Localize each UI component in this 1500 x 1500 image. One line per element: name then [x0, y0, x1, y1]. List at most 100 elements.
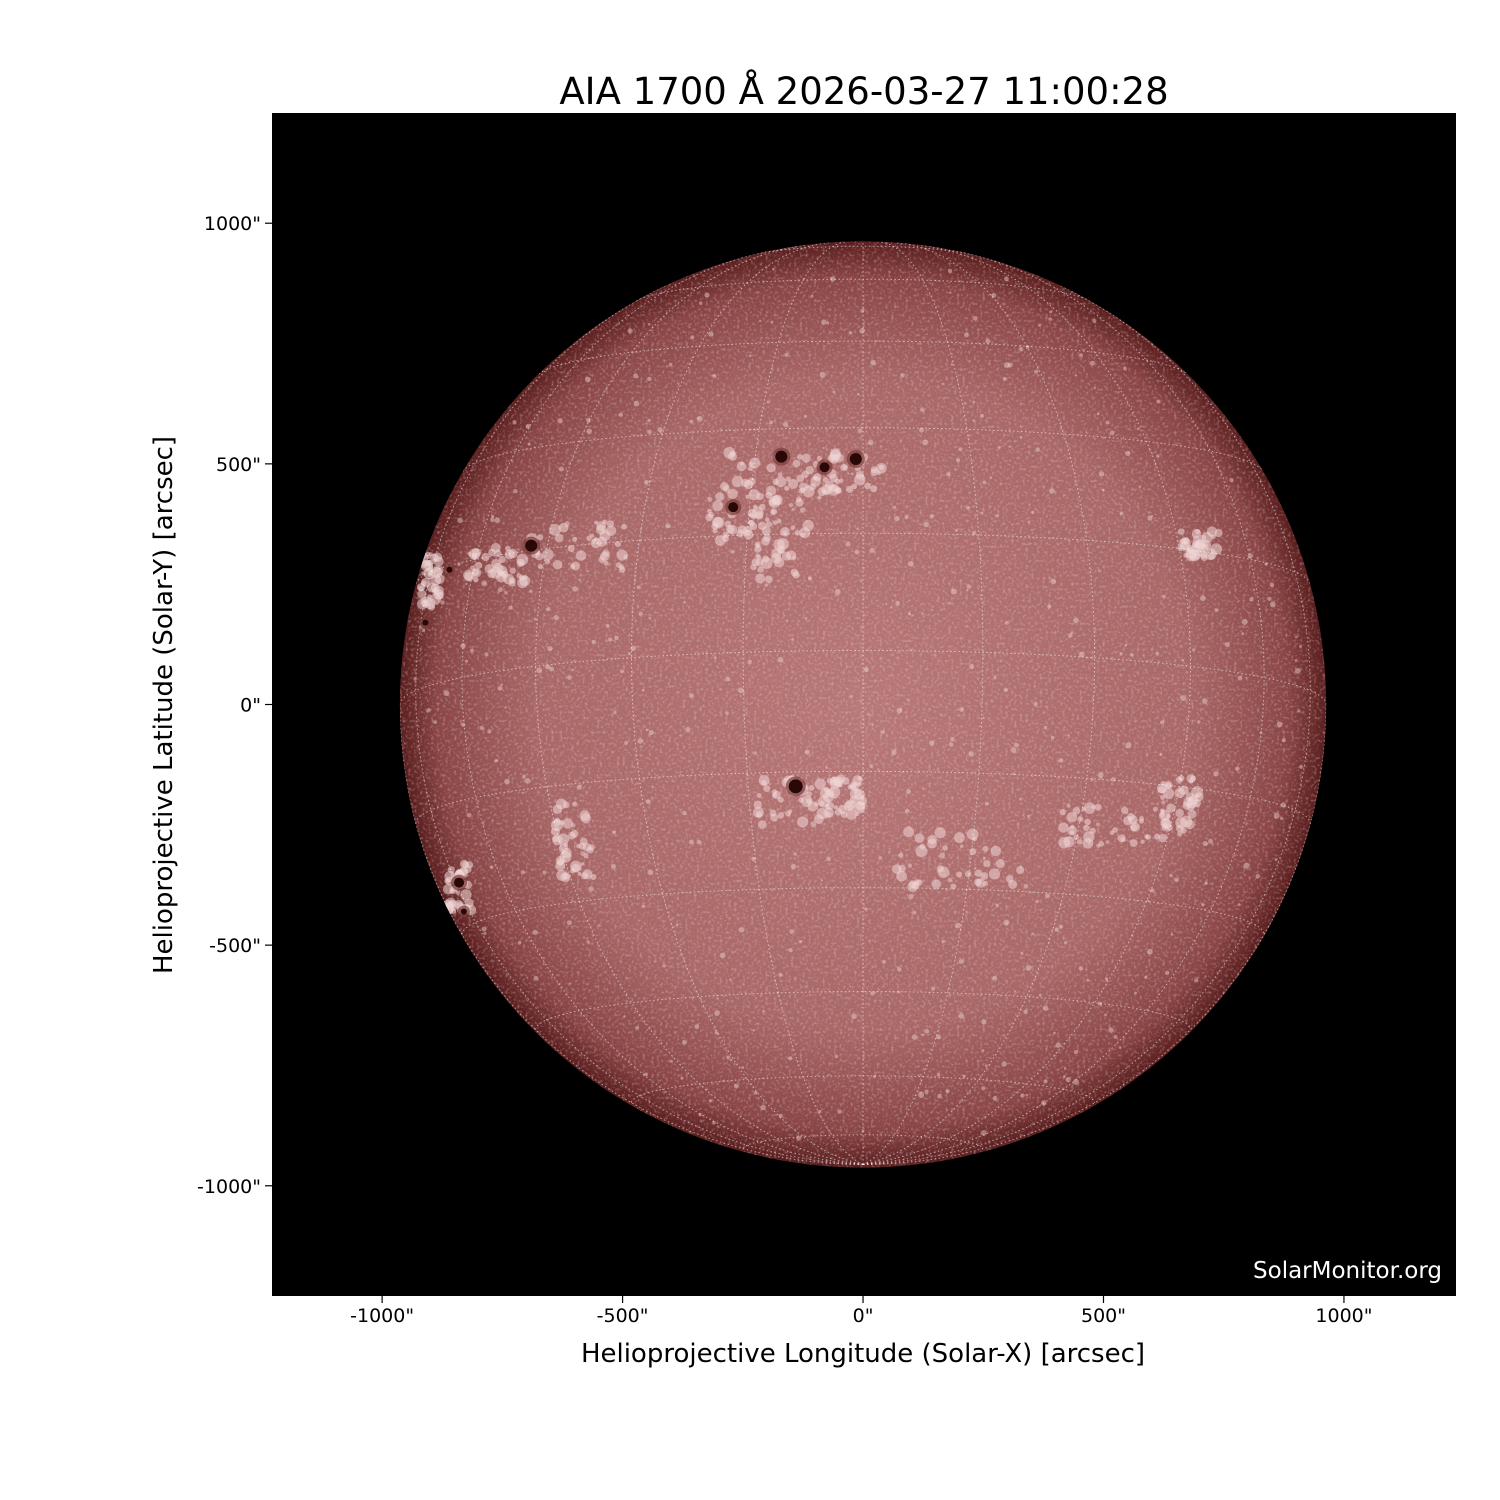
network-bright-point: [1004, 276, 1009, 282]
plage-patch: [509, 567, 516, 574]
network-bright-point: [504, 590, 508, 595]
network-bright-point: [995, 904, 999, 908]
network-bright-point: [803, 414, 808, 418]
plage-patch: [557, 833, 570, 845]
network-bright-point: [1097, 1001, 1103, 1006]
plage-patch: [727, 488, 738, 500]
network-bright-point: [1213, 770, 1219, 777]
plage-patch: [964, 870, 972, 878]
network-bright-point: [782, 530, 788, 536]
plage-patch: [826, 801, 835, 810]
network-bright-point: [748, 354, 752, 358]
network-bright-point: [1146, 753, 1149, 756]
network-bright-point: [1136, 427, 1140, 430]
network-bright-point: [1027, 520, 1030, 524]
network-bright-point: [941, 939, 946, 944]
network-bright-point: [767, 400, 770, 404]
network-bright-point: [979, 413, 984, 418]
plage-patch: [1082, 837, 1094, 849]
network-bright-point: [729, 1058, 733, 1062]
network-bright-point: [1063, 941, 1068, 945]
plage-patch: [736, 461, 747, 472]
plage-patch: [580, 813, 591, 824]
network-bright-point: [870, 991, 875, 996]
network-bright-point: [946, 472, 951, 477]
plage-patch: [771, 495, 782, 506]
network-bright-point: [960, 844, 964, 848]
network-bright-point: [753, 751, 757, 755]
plage-patch: [1063, 836, 1075, 848]
plage-patch: [775, 476, 787, 488]
network-bright-point: [972, 530, 976, 535]
network-bright-point: [870, 359, 877, 366]
network-bright-point: [494, 759, 499, 763]
plage-patch: [754, 545, 762, 553]
sunspots: [419, 447, 865, 918]
network-bright-point: [726, 1055, 731, 1060]
network-bright-point: [907, 612, 911, 616]
network-bright-point: [924, 1029, 930, 1034]
network-bright-point: [1004, 620, 1009, 625]
network-bright-point: [1047, 402, 1051, 405]
network-bright-point: [1068, 633, 1073, 638]
network-bright-point: [1025, 1093, 1029, 1097]
plage-patch: [785, 810, 792, 817]
network-bright-point: [826, 856, 831, 862]
network-bright-point: [544, 664, 550, 670]
network-bright-point: [542, 870, 547, 875]
network-bright-point: [847, 472, 850, 475]
network-bright-point: [1104, 1013, 1107, 1017]
plage-patch: [423, 567, 436, 580]
network-bright-point: [567, 675, 572, 680]
plage-patch: [1193, 541, 1201, 549]
network-bright-point: [1130, 652, 1134, 657]
plage-patch: [870, 466, 878, 474]
network-bright-point: [682, 1039, 687, 1045]
network-bright-point: [989, 476, 993, 480]
plage-patch: [1180, 538, 1188, 545]
network-bright-point: [1073, 1049, 1079, 1055]
network-bright-point: [497, 685, 503, 691]
plage-patch: [570, 868, 576, 874]
network-bright-point: [1269, 601, 1276, 608]
network-bright-point: [578, 578, 581, 581]
plage-patch: [780, 527, 790, 537]
network-bright-point: [598, 924, 601, 927]
x-tick-label: -1000": [350, 1305, 414, 1327]
network-bright-point: [712, 1121, 716, 1125]
plage-patch: [500, 570, 509, 579]
plage-patch: [1158, 833, 1167, 843]
network-bright-point: [1152, 806, 1158, 812]
plage-patch: [777, 812, 785, 819]
network-bright-point: [758, 319, 762, 322]
plage-patch: [790, 525, 796, 531]
grid-line: [862, 241, 984, 1165]
plage-patch: [1192, 798, 1202, 808]
plage-patch: [623, 554, 628, 560]
plage-patch: [1117, 834, 1126, 843]
plage-patch: [764, 517, 770, 522]
plage-patch: [781, 551, 792, 561]
network-bright-point: [1078, 965, 1083, 971]
network-bright-point: [837, 1109, 842, 1114]
plage-patch: [843, 800, 854, 812]
plage-patch: [1066, 811, 1078, 823]
plage-patch: [568, 831, 576, 840]
plage-patch: [1156, 783, 1167, 794]
network-bright-point: [1025, 964, 1032, 971]
network-bright-point: [958, 447, 963, 452]
plage-patch: [743, 479, 754, 490]
network-bright-point: [1146, 948, 1153, 955]
network-bright-point: [500, 683, 504, 686]
plage-patch: [766, 463, 776, 473]
network-bright-point: [738, 687, 744, 694]
plage-patch: [567, 545, 575, 553]
network-bright-point: [950, 363, 954, 366]
network-bright-point: [958, 959, 964, 964]
network-bright-point: [832, 390, 836, 394]
network-bright-point: [1164, 970, 1170, 976]
network-bright-point: [608, 637, 613, 642]
network-bright-point: [739, 461, 745, 466]
plage-patch: [596, 521, 607, 532]
network-bright-point: [965, 505, 970, 510]
